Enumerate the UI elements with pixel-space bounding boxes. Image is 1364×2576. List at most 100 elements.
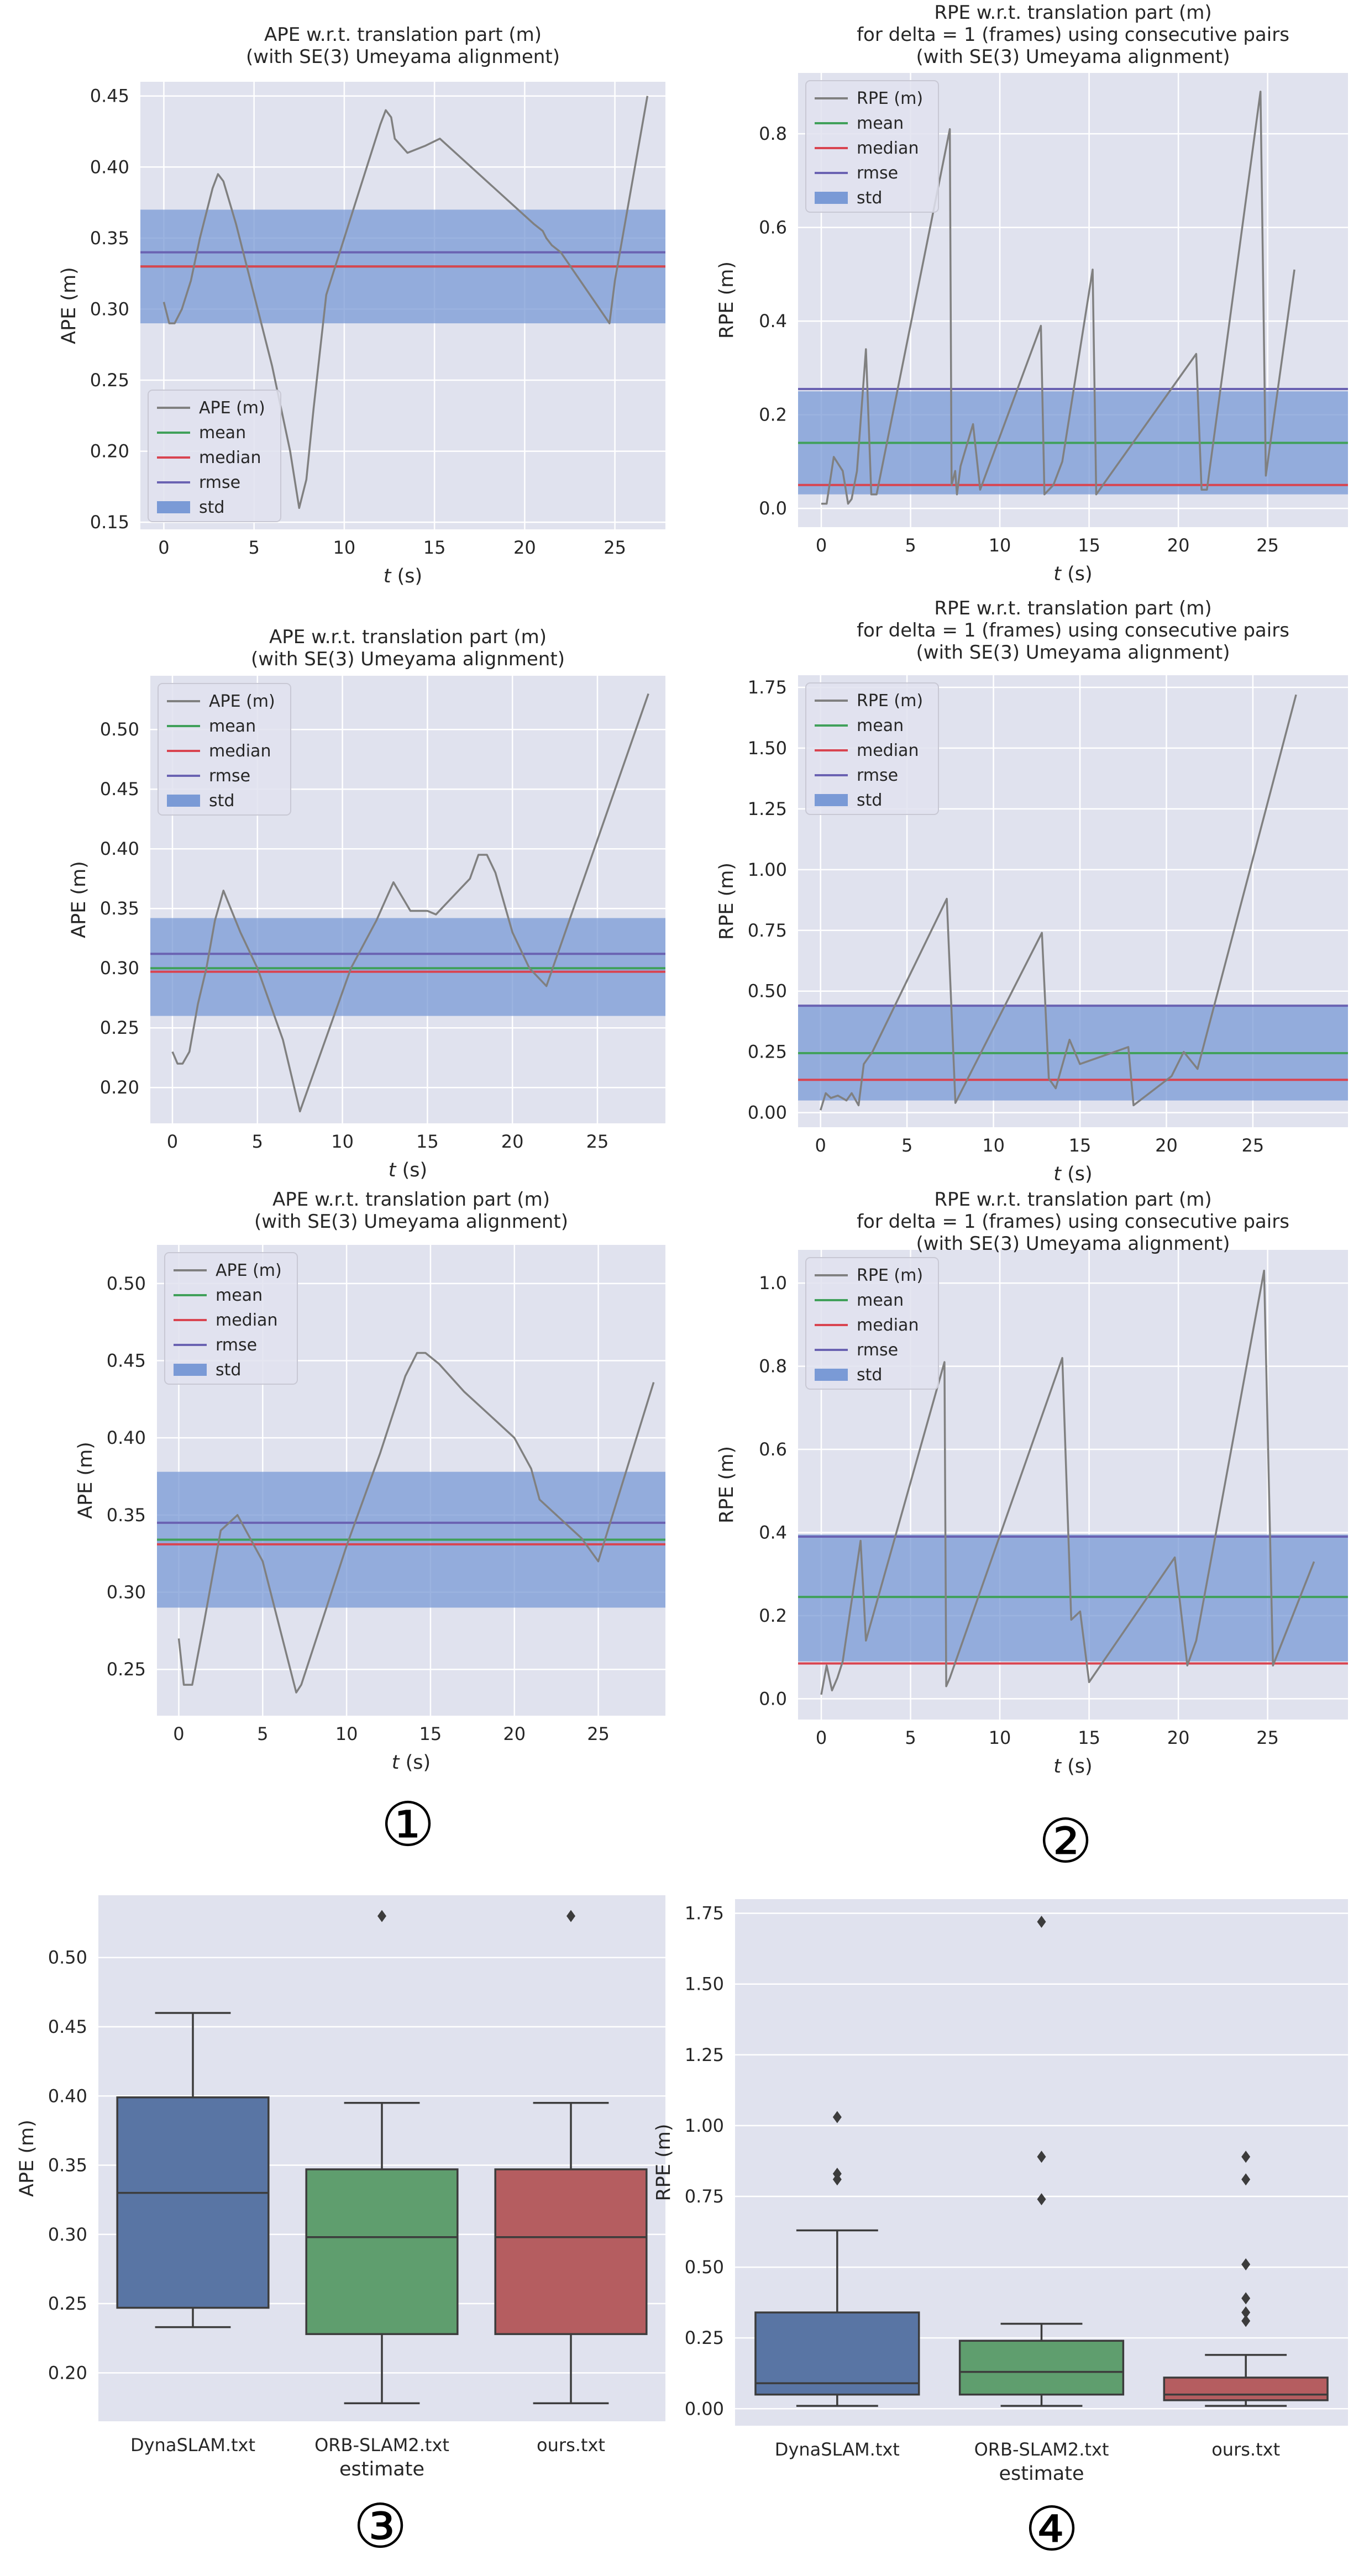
rpe1-series-line [821, 91, 1295, 505]
rpe3-y-tick-label: 0.8 [759, 1356, 787, 1377]
rpe3-legend-label: median [857, 1316, 919, 1335]
ape1-legend-frame [148, 390, 281, 522]
rpe1-title-line: for delta = 1 (frames) using consecutive… [857, 24, 1289, 46]
rpe3-legend-label: std [857, 1365, 882, 1385]
ape1-x-axis-label: t (s) [384, 565, 422, 587]
ape3-legend-label: median [216, 1311, 277, 1330]
rpe2-title-line: (with SE(3) Umeyama alignment) [916, 642, 1230, 664]
rpe1-legend-label: std [857, 188, 882, 208]
box_rpe-outlier-point [1037, 2193, 1046, 2206]
ape3-legend: APE (m) mean median rmse std [164, 1252, 298, 1385]
rpe2-legend-label: rmse [857, 766, 898, 785]
box_rpe-outlier-point [832, 2167, 842, 2180]
box_ape-box-1 [116, 2012, 270, 2328]
ape1-legend-label: APE (m) [199, 398, 265, 418]
ape3-legend-label: rmse [216, 1336, 257, 1355]
ape3-x-tick-label: 20 [503, 1723, 526, 1744]
ape1-x-tick-label: 25 [604, 537, 626, 558]
rpe3-y-axis-label: RPE (m) [716, 1446, 738, 1523]
ape1-y-tick-label: 0.30 [90, 298, 129, 319]
ape1-legend-label: std [199, 498, 224, 517]
rpe1-x-tick-label: 10 [989, 535, 1011, 556]
rpe3-x-axis-label: t (s) [1053, 1755, 1092, 1778]
ape2-x-axis-label: t (s) [389, 1159, 427, 1181]
rpe1-y-tick-label: 0.2 [759, 404, 787, 425]
ape1-y-tick-label: 0.25 [90, 370, 129, 391]
ape1-y-tick-label: 0.40 [90, 156, 129, 177]
ape1-x-tick-label: 0 [158, 537, 169, 558]
rpe1-legend-label: median [857, 139, 919, 158]
rpe3-legend-frame [805, 1257, 939, 1390]
ape1-title-line: APE w.r.t. translation part (m) [264, 24, 542, 46]
ape2-legend-label: APE (m) [209, 692, 275, 711]
rpe1-title-line: (with SE(3) Umeyama alignment) [916, 46, 1230, 68]
rpe2-legend-label: mean [857, 716, 904, 735]
ape2-y-tick-label: 0.35 [100, 898, 139, 919]
ape1-y-tick-label: 0.35 [90, 228, 129, 249]
rpe2-chart: 0 5 10 15 20 25 0.00 0.25 0.50 0.75 1.00 1.25 1.50 1.… [716, 597, 1348, 1185]
ape3-x-tick-label: 0 [173, 1723, 184, 1744]
ape3-y-tick-label: 0.25 [107, 1659, 146, 1680]
rpe3-y-tick-label: 0.0 [759, 1688, 787, 1709]
rpe2-x-tick-label: 0 [815, 1135, 826, 1156]
ape2-chart: 0 5 10 15 20 25 0.20 0.25 0.30 0.35 0.40 0.45 0.50 AP… [68, 626, 665, 1181]
rpe2-y-tick-label: 1.50 [748, 738, 787, 759]
rpe2-legend-label: std [857, 791, 882, 810]
box_rpe-y-tick-label: 1.00 [685, 2115, 724, 2136]
rpe3-y-tick-label: 0.4 [759, 1522, 787, 1543]
ape3-legend-label: mean [216, 1286, 263, 1305]
rpe2-y-tick-label: 0.75 [748, 920, 787, 941]
ape3-y-tick-label: 0.30 [107, 1582, 146, 1603]
box_rpe-category-label: ours.txt [1211, 2439, 1280, 2460]
ape2-y-tick-label: 0.50 [100, 719, 139, 740]
box_rpe-box-body [1163, 2377, 1329, 2401]
panel-marker-2: ② [1038, 1806, 1093, 1876]
ape3-y-tick-label: 0.45 [107, 1350, 146, 1371]
box_rpe-y-tick-label: 1.50 [685, 1974, 724, 1995]
ape1-y-tick-label: 0.15 [90, 512, 129, 533]
rpe2-legend-frame [805, 682, 939, 815]
ape3-y-tick-label: 0.35 [107, 1505, 146, 1526]
ape2-legend-label: std [209, 791, 234, 811]
rpe3-x-tick-label: 5 [905, 1727, 916, 1748]
box_ape-box-body [305, 2168, 459, 2335]
rpe3-x-tick-label: 10 [989, 1727, 1011, 1748]
ape2-x-tick-label: 0 [167, 1131, 178, 1152]
box_ape-box-3 [494, 1910, 648, 2405]
rpe2-y-axis-label: RPE (m) [716, 863, 738, 940]
ape2-y-tick-label: 0.25 [100, 1017, 139, 1038]
rpe2-series-line [820, 694, 1297, 1111]
ape2-title-line: APE w.r.t. translation part (m) [269, 626, 547, 648]
box_rpe-outlier-point [1241, 2315, 1251, 2327]
rpe1-legend: RPE (m) mean median rmse std [805, 80, 939, 213]
rpe2-legend: RPE (m) mean median rmse std [805, 682, 939, 815]
rpe2-legend-label: RPE (m) [857, 691, 923, 711]
rpe2-x-tick-label: 20 [1155, 1135, 1178, 1156]
ape3-x-tick-label: 25 [587, 1723, 610, 1744]
ape3-chart: 0 5 10 15 20 25 0.25 0.30 0.35 0.40 0.45 0.50 APE w.… [75, 1189, 665, 1774]
ape2-x-tick-label: 10 [331, 1131, 354, 1152]
rpe3-legend-label: mean [857, 1291, 904, 1310]
rpe1-legend-label: RPE (m) [857, 89, 923, 108]
ape2-y-axis-label: APE (m) [68, 861, 90, 938]
ape1-legend-label: rmse [199, 473, 240, 492]
rpe3-legend-swatch [815, 1369, 848, 1381]
ape1-y-axis-label: APE (m) [58, 267, 80, 344]
rpe3-chart: 0 5 10 15 20 25 0.0 0.2 0.4 0.6 0.8 1.0 RPE w.r.t. t… [716, 1189, 1348, 1778]
ape2-y-tick-label: 0.20 [100, 1077, 139, 1098]
box_rpe-chart: 0.00 0.25 0.50 0.75 1.00 1.25 1.50 1.75 DynaSLAM… [653, 1899, 1348, 2485]
rpe2-title-line: for delta = 1 (frames) using consecutive… [857, 619, 1289, 642]
box_rpe-y-axis-label: RPE (m) [653, 2123, 675, 2201]
box_rpe-y-tick-label: 0.50 [685, 2257, 724, 2278]
rpe1-x-tick-label: 20 [1167, 535, 1190, 556]
ape2-legend-label: median [209, 742, 271, 761]
rpe1-legend-swatch [815, 192, 848, 204]
rpe2-title-line: RPE w.r.t. translation part (m) [934, 597, 1211, 619]
box_ape-category-label: ours.txt [537, 2435, 605, 2456]
rpe2-y-tick-label: 1.75 [748, 677, 787, 698]
ape3-x-axis-label: t (s) [392, 1752, 431, 1774]
rpe1-legend-label: rmse [857, 164, 898, 183]
rpe1-chart: 0 5 10 15 20 25 0.0 0.2 0.4 0.6 0.8 RPE w.r.t. tran… [716, 2, 1348, 585]
box_ape-box-body [494, 2168, 648, 2335]
